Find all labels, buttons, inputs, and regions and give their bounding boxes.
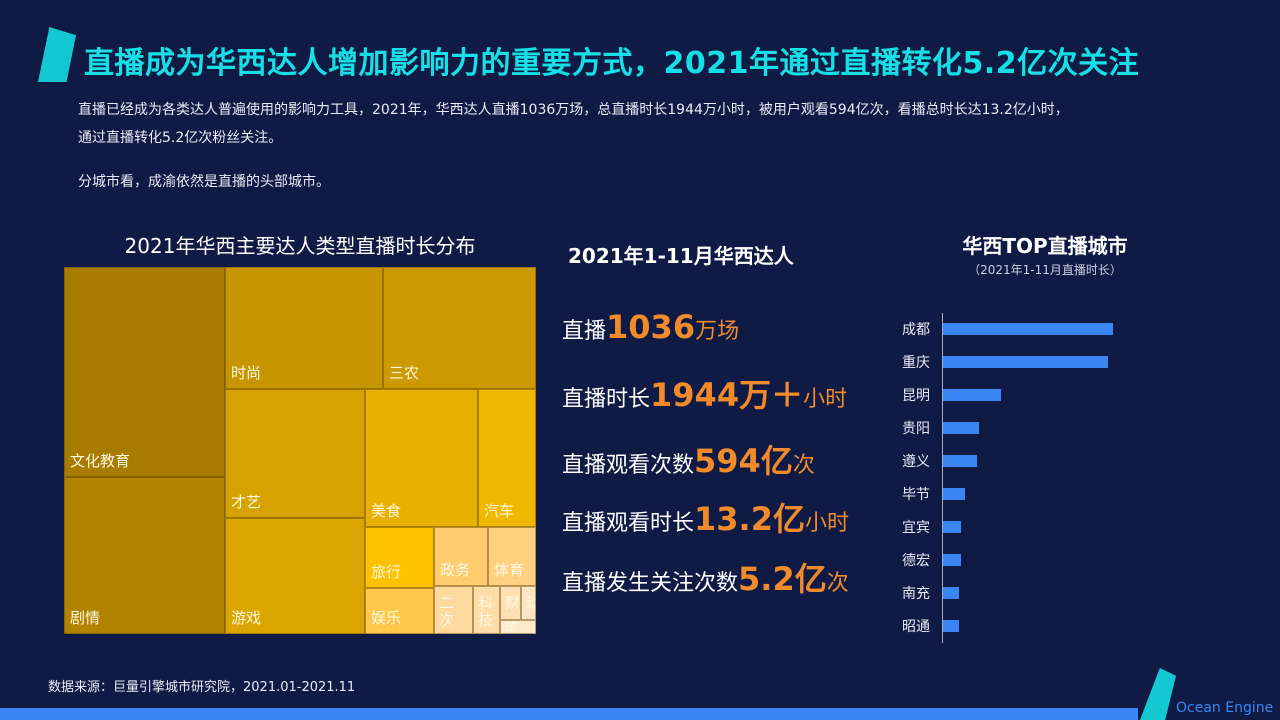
bar-label: 毕节 xyxy=(902,487,930,503)
stat-unit: 小时 xyxy=(804,511,849,536)
bar-label: 德宏 xyxy=(902,553,930,569)
bar-label: 昆明 xyxy=(902,388,930,404)
treemap-cell-label: 三农 xyxy=(389,364,420,382)
treemap-cell: 科技 xyxy=(473,586,500,634)
treemap-cell-label: 时尚 xyxy=(231,364,262,382)
treemap-cell-label: 汽车 xyxy=(484,502,515,520)
bar xyxy=(943,422,979,434)
treemap-cell: 亲 xyxy=(500,620,536,634)
intro-line-1: 直播已经成为各类达人普遍使用的影响力工具，2021年，华西达人直播1036万场，… xyxy=(78,102,1069,118)
treemap-cell-label: 科技 xyxy=(478,594,494,629)
treemap-cell-label: 政务 xyxy=(440,561,471,579)
treemap-cell-label: 动 xyxy=(526,595,535,612)
stat-unit: 次 xyxy=(792,453,815,478)
treemap-cell: 体育 xyxy=(488,527,536,586)
bar-label: 宜宾 xyxy=(902,520,930,536)
bar-chart-axis xyxy=(942,313,943,643)
treemap-cell-label: 娱乐 xyxy=(371,609,402,627)
bar xyxy=(943,455,977,467)
treemap-title: 2021年华西主要达人类型直播时长分布 xyxy=(124,234,476,258)
title-accent-shape xyxy=(38,27,76,82)
treemap-cell: 财 xyxy=(500,586,521,620)
treemap-cell: 游戏 xyxy=(225,518,365,634)
bar-label: 贵阳 xyxy=(902,421,930,437)
bar xyxy=(943,323,1113,335)
stat-item: 直播时长1944万＋小时 xyxy=(562,370,847,416)
stat-item: 直播1036万场 xyxy=(562,308,739,346)
stat-item: 直播发生关注次数5.2亿次 xyxy=(562,554,849,600)
bar-chart-title: 华西TOP直播城市 xyxy=(962,234,1128,258)
stat-unit: 次 xyxy=(826,571,849,596)
treemap-cell-label: 财 xyxy=(505,594,521,612)
bar-label: 重庆 xyxy=(902,355,930,371)
treemap-cell: 三农 xyxy=(383,267,536,389)
treemap-cell-label: 文化教育 xyxy=(70,452,131,470)
stat-label: 直播观看次数 xyxy=(562,453,695,478)
treemap-cell-label: 美食 xyxy=(371,502,402,520)
bar xyxy=(943,521,961,533)
bar xyxy=(943,554,961,566)
stat-value: 5.2亿 xyxy=(738,560,827,598)
stat-label: 直播时长 xyxy=(562,387,651,412)
intro-line-3: 分城市看，成渝依然是直播的头部城市。 xyxy=(78,174,330,190)
page-title: 直播成为华西达人增加影响力的重要方式，2021年通过直播转化5.2亿次关注 xyxy=(84,46,1140,81)
stat-unit: 小时 xyxy=(803,387,848,412)
stat-value: 594亿 xyxy=(694,442,793,480)
stat-label: 直播 xyxy=(562,319,607,344)
data-source: 数据来源：巨量引擎城市研究院，2021.01-2021.11 xyxy=(48,680,356,695)
treemap-cell-label: 二次 xyxy=(439,594,455,629)
bar xyxy=(943,620,959,632)
stat-value: 13.2亿 xyxy=(694,500,805,538)
treemap-cell: 旅行 xyxy=(365,527,434,588)
treemap-cell-label: 旅行 xyxy=(371,563,402,581)
bar xyxy=(943,389,1001,401)
intro-line-2: 通过直播转化5.2亿次粉丝关注。 xyxy=(78,130,283,146)
footer-bar xyxy=(0,708,1138,720)
treemap-cell: 动 xyxy=(521,586,536,620)
treemap-cell-label: 才艺 xyxy=(231,493,262,511)
brand-accent-shape xyxy=(1140,668,1176,720)
bar-label: 成都 xyxy=(902,322,930,338)
treemap-cell-label: 游戏 xyxy=(231,609,262,627)
treemap-cell: 二次 xyxy=(434,586,473,634)
treemap-cell: 汽车 xyxy=(478,389,536,527)
treemap-cell: 文化教育 xyxy=(64,267,225,477)
brand-logo: Ocean Engine xyxy=(1176,700,1274,716)
treemap-cell: 剧情 xyxy=(64,477,225,634)
stats-title: 2021年1-11月华西达人 xyxy=(568,244,794,268)
treemap-cell: 才艺 xyxy=(225,389,365,518)
treemap-cell: 政务 xyxy=(434,527,488,586)
stat-unit: 万场 xyxy=(695,319,740,344)
treemap-cell: 美食 xyxy=(365,389,478,527)
stat-value: 1944万＋ xyxy=(650,376,804,414)
stat-value: 1036 xyxy=(606,308,696,346)
treemap-cell-label: 亲 xyxy=(504,620,520,634)
bar-label: 遵义 xyxy=(902,454,930,470)
treemap-cell-label: 剧情 xyxy=(70,609,101,627)
stat-label: 直播观看时长 xyxy=(562,511,695,536)
stat-label: 直播发生关注次数 xyxy=(562,571,739,596)
bar-label: 南充 xyxy=(902,586,930,602)
stat-item: 直播观看时长13.2亿小时 xyxy=(562,494,849,540)
bar xyxy=(943,488,965,500)
bar xyxy=(943,356,1108,368)
bar-label: 昭通 xyxy=(902,619,930,635)
treemap-cell-label: 体育 xyxy=(494,561,525,579)
bar xyxy=(943,587,959,599)
bar-chart-subtitle: （2021年1-11月直播时长） xyxy=(968,263,1122,277)
treemap-cell: 娱乐 xyxy=(365,588,434,634)
treemap-cell: 时尚 xyxy=(225,267,383,389)
stat-item: 直播观看次数594亿次 xyxy=(562,436,815,482)
